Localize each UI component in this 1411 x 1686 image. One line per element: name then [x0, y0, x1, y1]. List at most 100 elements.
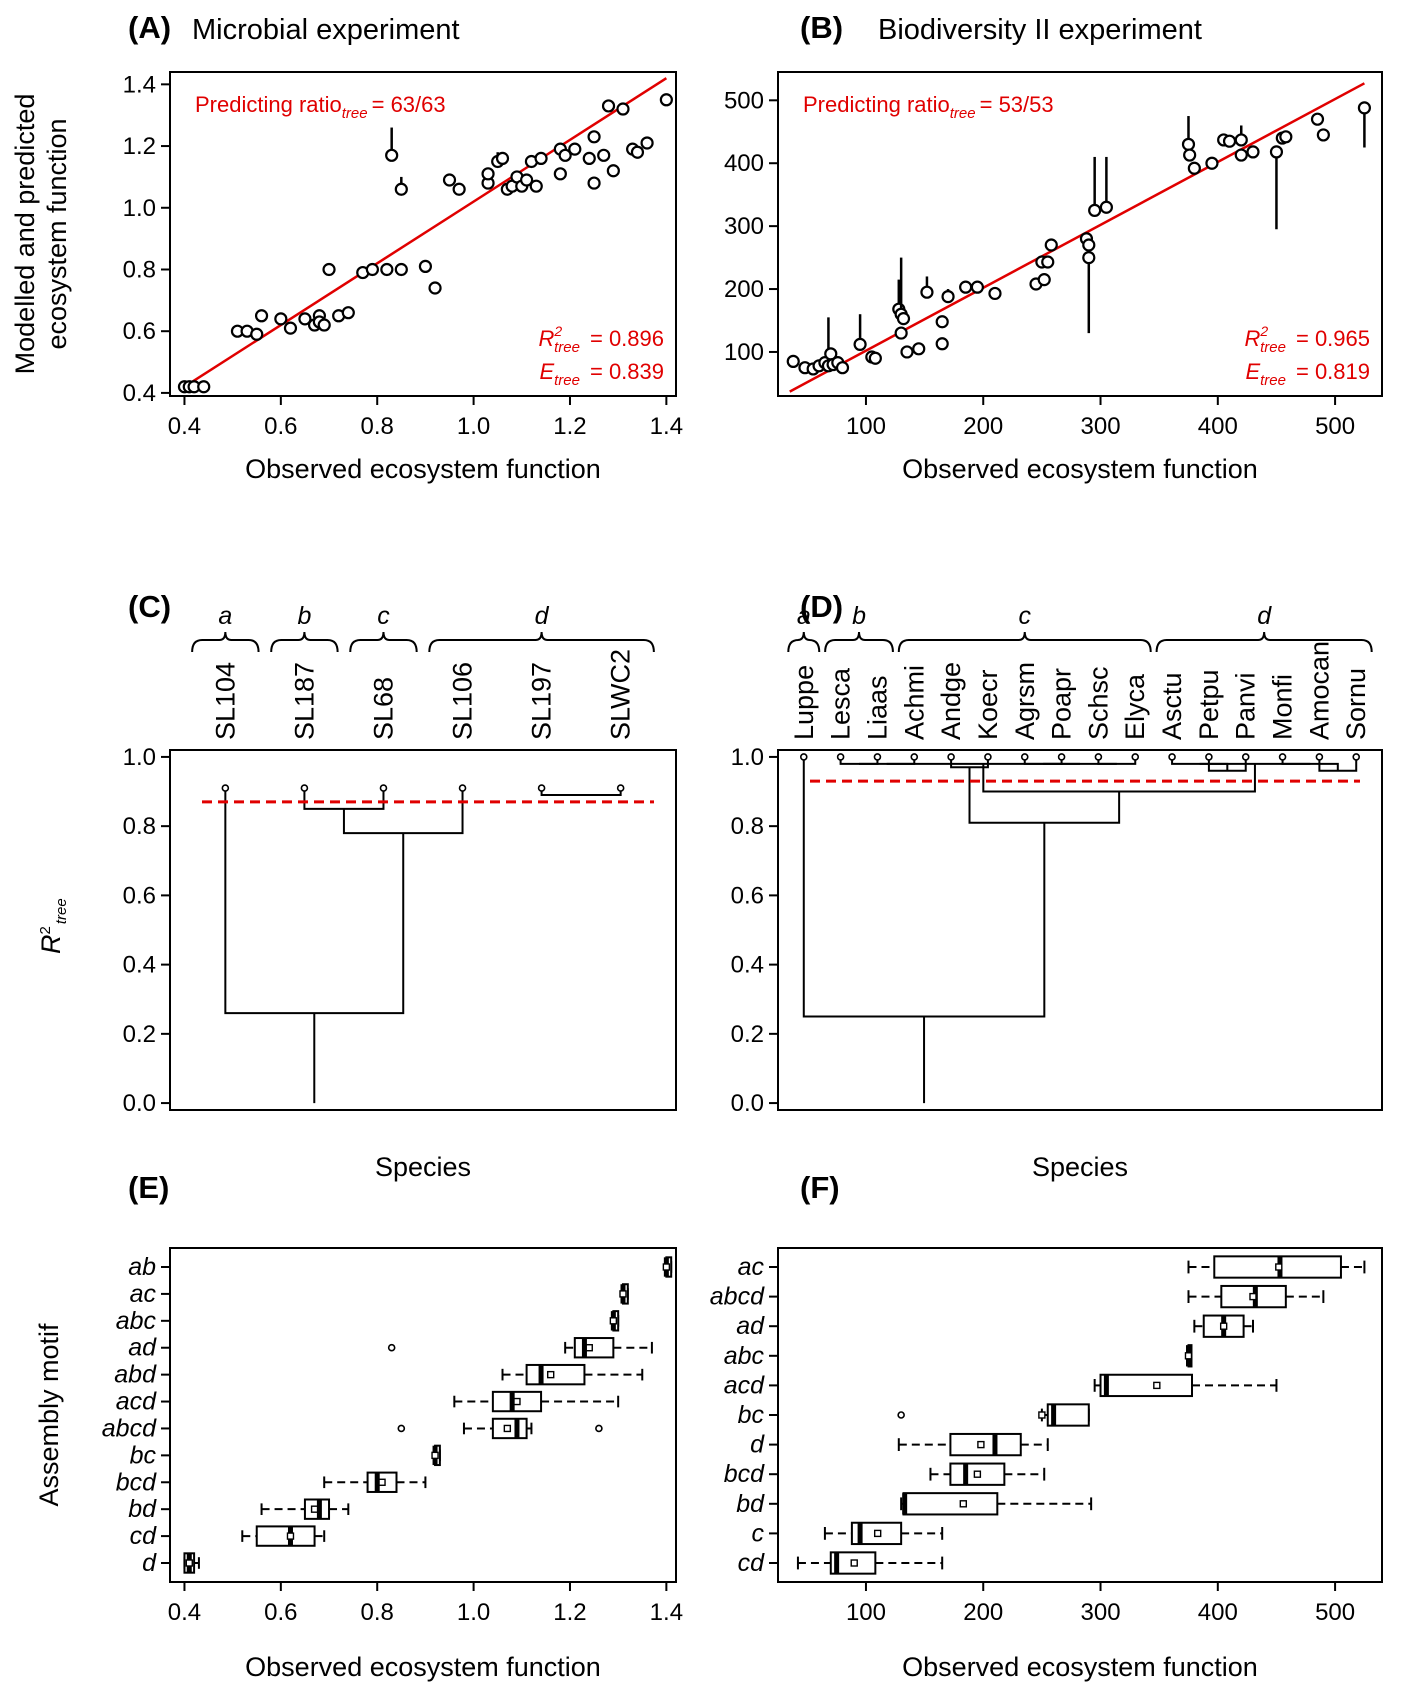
panel-e-mean-3: [585, 1344, 593, 1352]
panel-a-point-44: [582, 151, 596, 165]
panel-e: (E) 0.4 0.6 0.8 1.0 1.2 1.4 abacabcadabdacdabc…: [34, 1170, 683, 1682]
panel-f-x-axis-label: Observed ecosystem function: [902, 1652, 1258, 1682]
panel-b-point-21: [935, 337, 949, 351]
panel-d-leaf-label-6: Agrsm: [1010, 662, 1040, 740]
panel-d-group-bracket-0: [787, 631, 821, 653]
panel-b-point-18: [912, 342, 926, 356]
panel-f-xtick-label-4: 500: [1315, 1599, 1355, 1626]
panel-b-xtick-label-3: 400: [1198, 413, 1238, 440]
panel-f-motif-label-8: bd: [736, 1490, 765, 1518]
panel-a-point-19: [365, 262, 379, 277]
panel-c-y-axis-label-symbol: R: [36, 935, 66, 955]
panel-f-motif-label-6: d: [750, 1431, 765, 1459]
panel-e-outlier-6-1: [595, 1424, 603, 1433]
panel-b-title: Biodiversity II experiment: [878, 14, 1202, 46]
panel-e-xtick-label-5: 1.4: [650, 1599, 683, 1626]
panel-b-point-24: [959, 280, 973, 294]
panel-c-ytick-label-2: 0.4: [123, 952, 156, 979]
panel-b-point-48: [1310, 112, 1325, 126]
panel-d-leaf-label-1: Lesca: [826, 667, 856, 740]
panel-d-plot-frame: [777, 749, 1383, 1111]
panel-c-leaf-point-2: [379, 784, 388, 792]
panel-d-group-label-1: b: [852, 602, 866, 630]
panel-e-outlier-3-0: [387, 1343, 396, 1352]
panel-b-fit-line: [789, 82, 1365, 393]
panel-c-group-bracket-0: [191, 631, 260, 653]
panel-c-group-bracket-1: [270, 631, 339, 653]
panel-d-leaf-point-5: [984, 753, 992, 761]
panel-d-branch-12: [982, 763, 1256, 793]
panel-d-leaf-point-0: [799, 753, 808, 761]
panel-d-leaf-point-7: [1057, 753, 1066, 761]
panel-b-ratio-value: = 53/53: [980, 92, 1054, 117]
panel-b-r2-symbol: R: [1244, 326, 1260, 351]
panel-a-plot-frame: [169, 71, 677, 397]
panel-e-motif-label-3: ad: [128, 1334, 157, 1362]
panel-b-xtick-label-0: 100: [846, 413, 886, 440]
panel-e-motif-label-0: ab: [128, 1253, 156, 1281]
panel-a-letter: (A): [128, 10, 171, 45]
panel-b-ytick-label-3: 400: [724, 150, 764, 177]
panel-b-r2-value: = 0.965: [1296, 326, 1370, 351]
panel-f-mean-0: [1275, 1263, 1283, 1271]
panel-c-ytick-label-0: 0.0: [123, 1090, 156, 1117]
panel-b-ytick-label-1: 200: [724, 276, 764, 303]
panel-f-mean-5: [1038, 1411, 1046, 1419]
panel-a-r2-value: = 0.896: [590, 326, 664, 351]
panel-c-leaf-point-5: [616, 784, 625, 792]
panel-f-box-4: [1099, 1373, 1194, 1398]
panel-b-xtick-label-1: 200: [963, 413, 1003, 440]
panel-a-point-27: [452, 182, 466, 196]
panel-b-point-39: [1205, 156, 1219, 170]
panel-d-branch-4: [1097, 756, 1137, 765]
panel-b-point-33: [1082, 238, 1096, 252]
panel-b-point-9: [835, 361, 850, 375]
panel-e-mean-7: [431, 1451, 439, 1460]
panel-a-point-23: [394, 262, 408, 277]
panel-a-point-53: [640, 136, 654, 150]
panel-d-leaf-point-4: [947, 753, 955, 761]
panel-b-plot-frame: [777, 71, 1383, 397]
panel-b-point-43: [1234, 133, 1248, 147]
panel-f-motif-label-0: ac: [738, 1253, 765, 1281]
panel-d-leaf-point-15: [1352, 753, 1361, 761]
panel-a-ytick-label-5: 1.4: [123, 71, 156, 98]
panel-c-y-axis-label-subscript: tree: [53, 898, 70, 924]
panel-c-leaf-point-0: [221, 784, 230, 792]
panel-f-xtick-label-3: 400: [1198, 1599, 1238, 1626]
panel-a-xtick-label-3: 1.0: [457, 413, 490, 440]
panel-b-point-25: [988, 286, 1002, 301]
panel-a-ytick-label-1: 0.6: [123, 318, 156, 345]
panel-e-xtick-label-2: 0.8: [361, 1599, 394, 1626]
panel-a-point-10: [298, 312, 312, 326]
panel-a-point-52: [630, 145, 645, 159]
panel-f-box-8: [902, 1492, 999, 1516]
panel-d-leaf-label-5: Koecr: [973, 669, 1003, 740]
panel-f-mean-6: [977, 1440, 985, 1449]
panel-c-ytick-label-4: 0.8: [123, 813, 156, 840]
panel-a-point-41: [553, 167, 567, 181]
panel-b-ytick-label-0: 100: [724, 339, 764, 366]
panel-c-branch-2: [342, 788, 464, 835]
panel-e-mean-8: [378, 1478, 386, 1486]
panel-e-mean-4: [547, 1370, 555, 1379]
panel-e-xtick-label-3: 1.0: [457, 1599, 490, 1626]
panel-a-r2-annotation: R2 tree = 0.896: [538, 323, 664, 356]
panel-a-point-24: [418, 259, 433, 273]
panel-f-motif-label-7: bcd: [724, 1460, 765, 1488]
panel-a-e-subscript: tree: [554, 372, 580, 389]
panel-c-ytick-label-1: 0.2: [123, 1021, 156, 1048]
panel-b-ratio-subscript: tree: [950, 105, 976, 122]
panel-a-e-annotation: Etree = 0.839: [539, 359, 664, 389]
panel-d-leaf-label-0: Luppe: [789, 665, 819, 740]
panel-b-point-49: [1316, 128, 1330, 142]
panel-b: (B) Biodiversity II experiment 100 200 300…: [724, 10, 1383, 484]
panel-d-group-label-2: c: [1019, 602, 1032, 630]
panel-c-branch-3: [224, 788, 405, 1015]
panel-e-mean-9: [310, 1505, 319, 1513]
panel-b-ytick-label-4: 500: [724, 87, 764, 114]
panel-d-branch-13: [968, 767, 1121, 824]
panel-d-leaf-label-8: Schsc: [1083, 666, 1113, 740]
panel-d-ytick-label-0: 0.0: [731, 1090, 764, 1117]
panel-e-mean-0: [662, 1263, 671, 1271]
